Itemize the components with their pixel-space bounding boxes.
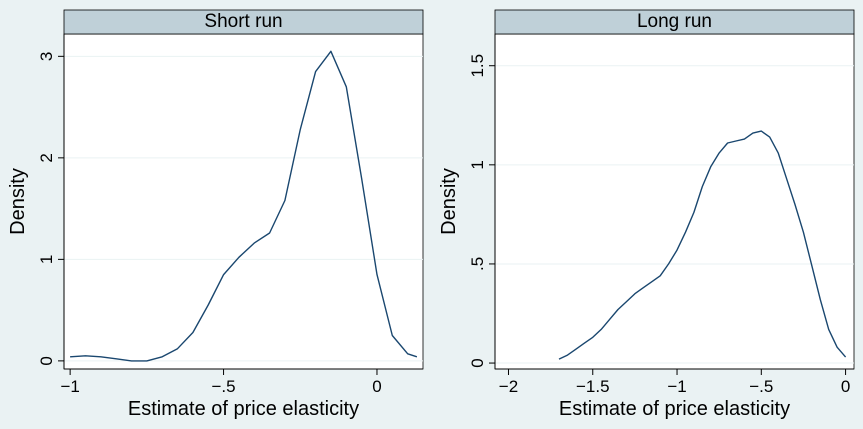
- y-tick-label: 1: [37, 255, 56, 264]
- x-tick-label: 0: [372, 377, 381, 396]
- y-tick-label: .5: [468, 257, 487, 271]
- y-tick-label: 3: [37, 52, 56, 61]
- y-axis-label: Density: [7, 168, 29, 235]
- panel-short-run: Short run 0 1 2 3 −1 −.5 0 Estimate of price …: [7, 9, 424, 420]
- x-tick-label: −2: [499, 377, 518, 396]
- y-tick-label: 0: [468, 358, 487, 367]
- y-axis-label: Density: [438, 168, 460, 235]
- y-tick-label: 1: [468, 160, 487, 169]
- panel-long-run: Long run 0 .5 1 1.5 −2 −1.5 −1 −.5 0 Estimate o…: [438, 9, 855, 420]
- x-tick-label: −1: [667, 377, 686, 396]
- x-tick-label: −.5: [749, 377, 773, 396]
- panel-title: Long run: [637, 11, 712, 32]
- x-ticks: −1 −.5 0: [60, 369, 382, 396]
- x-axis-label: Estimate of price elasticity: [128, 398, 359, 420]
- x-axis-label: Estimate of price elasticity: [559, 398, 790, 420]
- x-ticks: −2 −1.5 −1 −.5 0: [499, 369, 850, 396]
- y-ticks: 0 .5 1 1.5: [468, 54, 495, 368]
- x-tick-label: 0: [841, 377, 850, 396]
- grid-lines: [495, 65, 854, 364]
- x-tick-label: −.5: [212, 377, 236, 396]
- y-ticks: 0 1 2 3: [37, 52, 64, 366]
- grid-lines: [64, 55, 423, 362]
- panel-title-box: [63, 9, 424, 35]
- panel-title: Short run: [204, 11, 282, 32]
- x-tick-label: −1: [60, 377, 79, 396]
- density-line: [558, 130, 847, 360]
- y-tick-label: 1.5: [468, 54, 487, 78]
- x-tick-label: −1.5: [576, 377, 610, 396]
- density-line: [70, 50, 418, 362]
- plot-area: [63, 33, 424, 370]
- plot-area: [494, 33, 855, 370]
- panel-title-box: [494, 9, 855, 35]
- y-tick-label: 0: [37, 356, 56, 365]
- y-tick-label: 2: [37, 153, 56, 162]
